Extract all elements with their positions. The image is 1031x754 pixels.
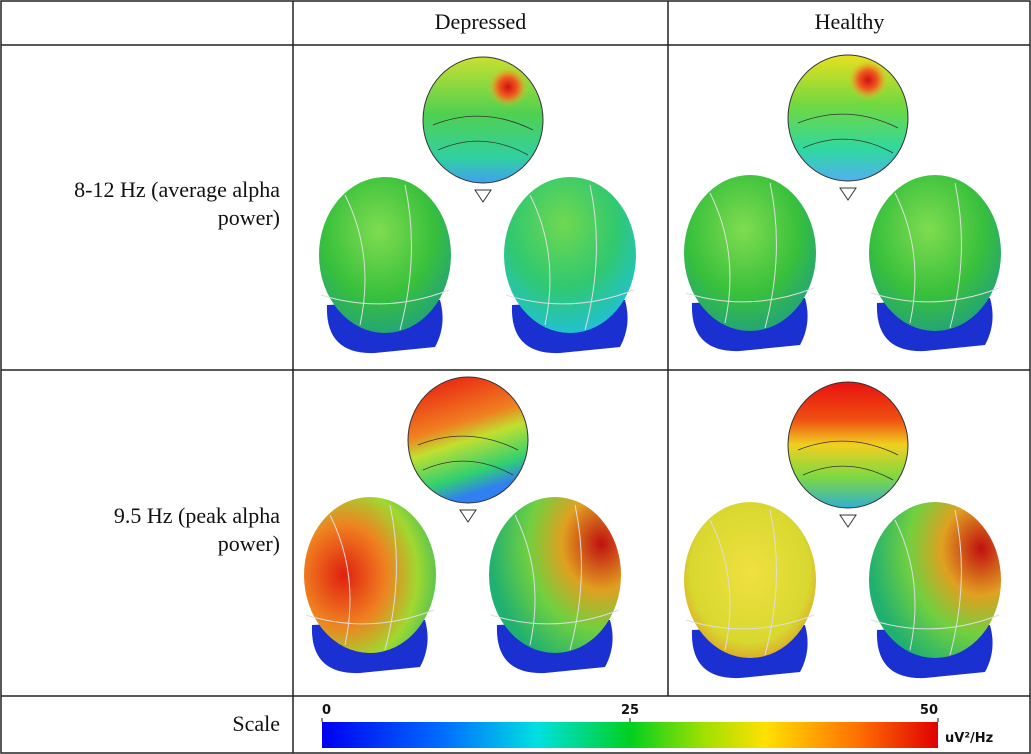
scalp-top-view xyxy=(788,382,908,508)
nose-marker xyxy=(840,515,856,527)
nose-marker xyxy=(475,190,491,202)
nose-marker xyxy=(460,510,476,522)
head-map xyxy=(504,177,636,333)
hot-spot xyxy=(848,60,888,100)
head-map xyxy=(319,177,451,333)
head-map xyxy=(489,497,621,653)
head-map xyxy=(684,175,816,331)
nose-marker xyxy=(840,188,856,200)
scale-tick-label: 0 xyxy=(322,703,331,718)
scalp-top-view xyxy=(423,57,543,183)
head-map xyxy=(869,502,1001,658)
figure-art: uV²/Hz 0 25 50 xyxy=(0,0,1031,754)
head-map xyxy=(869,175,1001,331)
brain-map xyxy=(304,377,621,673)
brain-map xyxy=(684,382,1001,678)
scalp-top-view xyxy=(408,377,528,503)
scale-tick-label: 50 xyxy=(920,703,938,718)
scale-unit: uV²/Hz xyxy=(945,731,993,746)
column-header: Depressed xyxy=(293,8,668,36)
row-label: Scale xyxy=(70,710,280,738)
brain-map xyxy=(319,57,636,353)
hot-spot xyxy=(488,67,528,107)
scalp-top-view xyxy=(788,55,908,181)
head-map xyxy=(684,502,816,658)
column-header: Healthy xyxy=(668,8,1031,36)
row-label: 9.5 Hz (peak alpha power) xyxy=(70,502,280,558)
brain-map xyxy=(684,55,1001,351)
scale-tick-label: 25 xyxy=(621,703,639,718)
figure-table: uV²/Hz 0 25 50 Depressed Healthy 8-12 Hz (… xyxy=(0,0,1031,754)
head-map xyxy=(304,497,436,653)
color-scale-bar xyxy=(322,722,938,748)
row-label: 8-12 Hz (average alpha power) xyxy=(70,176,280,232)
